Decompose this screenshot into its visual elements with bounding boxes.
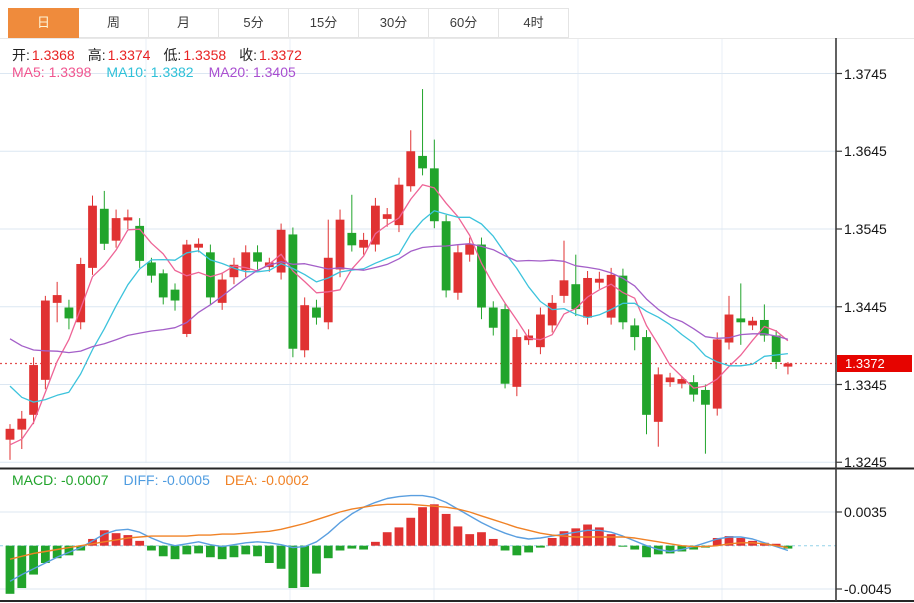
axis-tick-label: 1.3445 <box>844 298 887 315</box>
low-value: 1.3358 <box>183 47 227 63</box>
axis-tick-label: 1.3545 <box>844 221 887 237</box>
close-value: 1.3372 <box>259 47 302 63</box>
high-value: 1.3374 <box>107 47 151 63</box>
ma20-label: MA20: <box>208 64 250 80</box>
low-label: 低: <box>163 47 182 63</box>
ma10-value: 1.3382 <box>150 64 194 80</box>
axis-tick-label: 1.3645 <box>844 143 887 160</box>
tab-15min[interactable]: 15分 <box>288 8 359 38</box>
axis-tick-label: 1.3245 <box>844 454 887 471</box>
ma-readout: MA5: 1.3398 MA10: 1.3382 MA20: 1.3405 <box>12 64 296 80</box>
ma5-label: MA5: <box>12 64 45 80</box>
axis-tick-label: 1.3345 <box>844 376 887 393</box>
tab-60min[interactable]: 60分 <box>428 8 499 38</box>
macd-label: MACD: <box>12 472 58 488</box>
dea-value: -0.0002 <box>261 472 309 488</box>
macd-value: -0.0007 <box>61 472 109 488</box>
tab-30min[interactable]: 30分 <box>358 8 429 38</box>
period-tabbar: 日 周 月 5分 15分 30分 60分 4时 <box>8 8 569 38</box>
close-label: 收: <box>239 47 258 63</box>
diff-value: -0.0005 <box>162 472 210 488</box>
tab-4hour[interactable]: 4时 <box>498 8 569 38</box>
axis-tick-label: 0.0035 <box>844 504 887 520</box>
axis-tick-label: 1.3745 <box>844 65 887 82</box>
tab-month[interactable]: 月 <box>148 8 219 38</box>
axis-tick-label: -0.0045 <box>844 581 892 597</box>
high-label: 高: <box>87 47 106 63</box>
current-price-badge: 1.3372 <box>837 355 912 372</box>
ma10-label: MA10: <box>106 64 147 80</box>
macd-readout: MACD: -0.0007 DIFF: -0.0005 DEA: -0.0002 <box>12 472 309 488</box>
diff-label: DIFF: <box>123 472 159 488</box>
tab-5min[interactable]: 5分 <box>218 8 289 38</box>
ohlc-readout: 开: 1.3368 高: 1.3374 低: 1.3358 收: 1.3372 <box>12 45 302 65</box>
tab-day[interactable]: 日 <box>8 8 79 38</box>
open-value: 1.3368 <box>31 47 75 63</box>
open-label: 开: <box>12 47 30 63</box>
tab-week[interactable]: 周 <box>78 8 149 38</box>
dea-label: DEA: <box>224 472 258 488</box>
ma5-value: 1.3398 <box>48 64 92 80</box>
ma20-value: 1.3405 <box>252 64 296 80</box>
